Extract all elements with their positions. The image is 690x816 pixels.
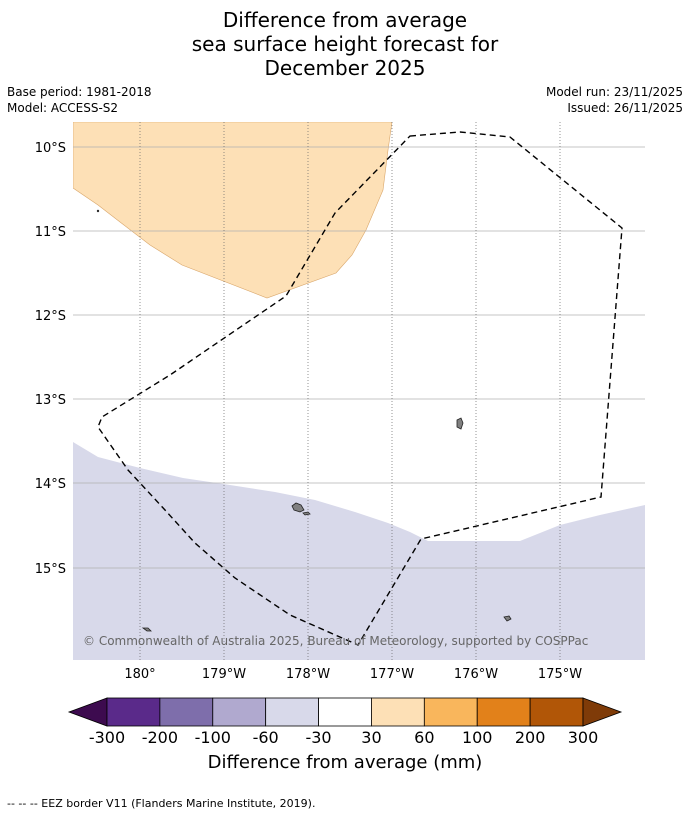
- lon-label: 176°W: [454, 667, 498, 682]
- colorbar-tick: -30: [305, 728, 332, 747]
- base-period: Base period: 1981-2018: [7, 85, 152, 99]
- colorbar-tick: -100: [194, 728, 231, 747]
- colorbar-swatch: [106, 697, 161, 727]
- colorbar-swatch: [529, 697, 584, 727]
- issued-date: Issued: 26/11/2025: [567, 101, 683, 115]
- colorbar-extend-low: [67, 697, 108, 727]
- colorbar-tick: -200: [141, 728, 179, 747]
- colorbar: [67, 697, 623, 727]
- anomaly-region-negative: [73, 442, 645, 660]
- colorbar-label: Difference from average (mm): [207, 752, 483, 773]
- eez-footnote: -- -- -- EEZ border V11 (Flanders Marine…: [7, 797, 316, 810]
- lon-label: 178°W: [286, 667, 330, 682]
- colorbar-swatch: [423, 697, 478, 727]
- colorbar-tick: 300: [567, 728, 599, 747]
- lon-label: 177°W: [370, 667, 414, 682]
- colorbar-swatch: [212, 697, 267, 727]
- colorbar-swatch: [265, 697, 319, 727]
- title-line-1: Difference from average: [222, 8, 468, 32]
- colorbar-tick: 30: [361, 728, 382, 747]
- colorbar-tick: 60: [414, 728, 435, 747]
- lon-label: 180°: [124, 667, 155, 682]
- lat-label: 15°S: [35, 562, 66, 577]
- colorbar-tick: -60: [252, 728, 279, 747]
- land-islands: [96, 209, 512, 632]
- lat-label: 13°S: [35, 393, 66, 408]
- lon-label: 175°W: [538, 667, 582, 682]
- copyright-notice: © Commonwealth of Australia 2025, Bureau…: [83, 634, 588, 648]
- title-line-3: December 2025: [264, 56, 426, 80]
- island-alofi: [302, 511, 311, 516]
- model-name: Model: ACCESS-S2: [7, 101, 119, 115]
- lat-label: 12°S: [35, 309, 66, 324]
- colorbar-extend-high: [582, 697, 623, 727]
- island-southwest: [141, 627, 152, 632]
- lat-label: 10°S: [35, 141, 66, 156]
- eez-border: [97, 131, 623, 646]
- colorbar-swatch: [159, 697, 214, 727]
- map-area: © Commonwealth of Australia 2025, Bureau…: [73, 122, 645, 660]
- island-futuna: [291, 502, 305, 513]
- lat-gridlines: [73, 146, 645, 569]
- colorbar-tick: 200: [514, 728, 546, 747]
- meta-right: Model run: 23/11/2025 Issued: 26/11/2025: [546, 84, 683, 116]
- chart-title: Difference from average sea surface heig…: [0, 8, 690, 80]
- lon-labels: 180° 179°W 178°W 177°W 176°W 175°W: [124, 667, 582, 682]
- colorbar-tick: 100: [461, 728, 493, 747]
- lon-label: 179°W: [202, 667, 246, 682]
- colorbar-swatch: [371, 697, 425, 727]
- lat-labels: 10°S 11°S 12°S 13°S 14°S 15°S: [35, 141, 66, 577]
- island-niuafoou-small: [503, 615, 512, 622]
- colorbar-swatch: [476, 697, 531, 727]
- lat-label: 14°S: [35, 477, 66, 492]
- anomaly-region-positive: [73, 122, 393, 299]
- model-run: Model run: 23/11/2025: [545, 85, 683, 99]
- colorbar-tick: -300: [88, 728, 126, 747]
- island-dot: [96, 209, 100, 213]
- colorbar-swatch: [318, 697, 372, 727]
- title-line-2: sea surface height forecast for: [191, 32, 499, 56]
- island-wallis: [456, 417, 464, 430]
- lat-label: 11°S: [35, 225, 66, 240]
- meta-left: Base period: 1981-2018 Model: ACCESS-S2: [7, 84, 152, 116]
